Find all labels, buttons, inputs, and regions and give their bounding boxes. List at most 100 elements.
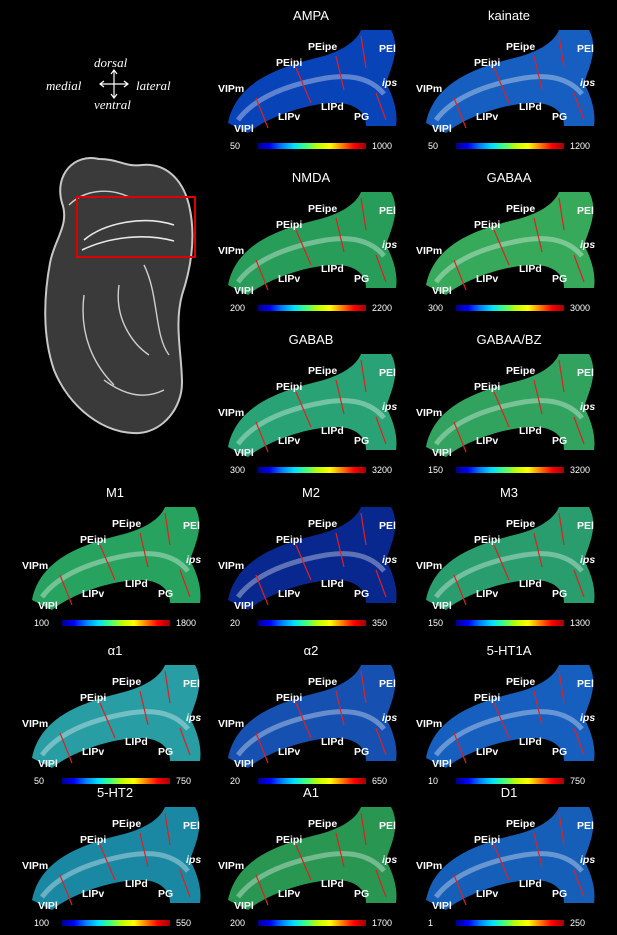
panel-title: AMPA — [293, 8, 329, 23]
area-boundary-line — [335, 217, 345, 253]
region-label: LIPv — [82, 746, 104, 758]
region-label: VIPl — [234, 758, 254, 770]
region-label: PEipi — [276, 57, 302, 69]
region-label: PG — [158, 588, 173, 600]
region-label: PG — [158, 888, 173, 900]
autoradiograph-image: PEipe PEl PEipi ips VIPm LIPd LIPv PG VIPl — [416, 507, 595, 612]
region-label: PEipi — [276, 219, 302, 231]
region-label: PEipi — [474, 381, 500, 393]
scale-min: 100 — [34, 918, 50, 928]
region-label: LIPd — [125, 578, 148, 590]
receptor-panel: M2 PEipe PEl PEipi ips VIPm LIPd LIPv PG VIPl 20 35… — [216, 485, 406, 635]
region-label: LIPd — [321, 101, 344, 113]
region-label: VIPm — [218, 83, 244, 95]
region-label: VIPl — [234, 900, 254, 912]
region-label: PEipe — [506, 203, 535, 215]
color-scale: 200 1700 — [216, 917, 406, 931]
panel-title: M3 — [499, 485, 519, 500]
area-boundary-line — [375, 254, 387, 283]
area-boundary-line — [99, 702, 116, 739]
region-label: PG — [158, 746, 173, 758]
region-label: ips — [186, 712, 201, 724]
color-scale: 150 3200 — [414, 464, 604, 478]
region-label: PEipe — [112, 518, 141, 530]
area-boundary-line — [493, 229, 510, 266]
autoradiograph-image: PEipe PEl PEipi ips VIPm LIPd LIPv PG VIPl — [218, 30, 397, 135]
region-label: LIPd — [125, 878, 148, 890]
area-boundary-line — [255, 97, 269, 129]
scale-gradient-bar — [62, 920, 170, 926]
scale-min: 200 — [230, 918, 246, 928]
region-label: PEipe — [506, 818, 535, 830]
region-label: ips — [580, 77, 595, 89]
region-label: VIPm — [416, 245, 442, 257]
region-label: VIPm — [218, 560, 244, 572]
panel-title: D1 — [500, 785, 518, 800]
receptor-panel: M3 PEipe PEl PEipi ips VIPm LIPd LIPv PG VIPl 150 1… — [414, 485, 604, 635]
scale-gradient-bar — [456, 920, 564, 926]
region-label: PEl — [577, 820, 594, 832]
region-label: PG — [552, 273, 567, 285]
area-boundary-line — [335, 55, 345, 91]
color-scale: 50 1200 — [414, 140, 604, 154]
region-label: LIPv — [82, 588, 104, 600]
receptor-panel: M1 PEipe PEl PEipi ips VIPm LIPd LIPv PG VIPl 100 1… — [20, 485, 210, 635]
region-label: VIPm — [218, 860, 244, 872]
region-label: PEipi — [80, 534, 106, 546]
scale-min: 1 — [428, 918, 434, 928]
scale-max: 750 — [570, 776, 586, 786]
orientation-compass: dorsal medial lateral ventral — [46, 55, 171, 115]
region-label: PEipe — [112, 676, 141, 688]
area-boundary-line — [295, 702, 312, 739]
panel-title: A1 — [303, 785, 319, 800]
autoradiograph-image: PEipe PEl PEipi ips VIPm LIPd LIPv PG VIPl — [218, 507, 397, 612]
region-label: PEipi — [474, 534, 500, 546]
region-label: PEipe — [308, 676, 337, 688]
region-label: VIPm — [218, 407, 244, 419]
region-label: VIPm — [22, 860, 48, 872]
region-label: PG — [354, 435, 369, 447]
region-label: VIPm — [218, 245, 244, 257]
region-label: LIPd — [519, 578, 542, 590]
area-boundary-line — [335, 532, 345, 568]
region-label: PEipe — [308, 365, 337, 377]
scale-min: 50 — [428, 141, 439, 151]
area-boundary-line — [139, 832, 149, 868]
scale-min: 50 — [230, 141, 241, 151]
area-boundary-line — [558, 359, 565, 393]
panel-title: kainate — [488, 8, 530, 23]
scale-gradient-bar — [456, 620, 564, 626]
panel-title: 5-HT1A — [486, 643, 532, 658]
brain-section-outline — [44, 157, 196, 435]
compass-lateral: lateral — [136, 78, 171, 93]
area-boundary-line — [59, 574, 73, 606]
region-label: LIPv — [278, 273, 300, 285]
autoradiograph-image: PEipe PEl PEipi ips VIPm LIPd LIPv PG VIPl — [22, 507, 201, 612]
region-label: PG — [354, 111, 369, 123]
area-boundary-line — [533, 532, 543, 568]
scale-min: 10 — [428, 776, 439, 786]
region-label: PG — [354, 888, 369, 900]
scale-min: 50 — [34, 776, 45, 786]
scale-min: 150 — [428, 618, 444, 628]
region-label: LIPd — [519, 425, 542, 437]
scale-gradient-bar — [258, 143, 366, 149]
region-label: PEipe — [112, 818, 141, 830]
region-label: PEl — [577, 367, 594, 379]
scale-max: 1700 — [372, 918, 393, 928]
scale-max: 1200 — [570, 141, 591, 151]
region-label: LIPv — [278, 746, 300, 758]
region-label: VIPm — [416, 83, 442, 95]
area-boundary-line — [493, 702, 510, 739]
area-boundary-line — [255, 421, 269, 453]
area-boundary-line — [335, 690, 345, 726]
region-label: VIPl — [432, 285, 452, 297]
area-boundary-line — [573, 254, 585, 283]
receptor-panel: NMDA PEipe PEl PEipi ips VIPm LIPd LIPv PG VIPl 20… — [216, 170, 406, 320]
color-scale: 50 1000 — [216, 140, 406, 154]
region-label: PEipi — [474, 692, 500, 704]
area-boundary-line — [453, 97, 467, 129]
region-label: PEipe — [308, 203, 337, 215]
region-label: PEl — [379, 43, 396, 55]
area-boundary-line — [179, 727, 191, 756]
